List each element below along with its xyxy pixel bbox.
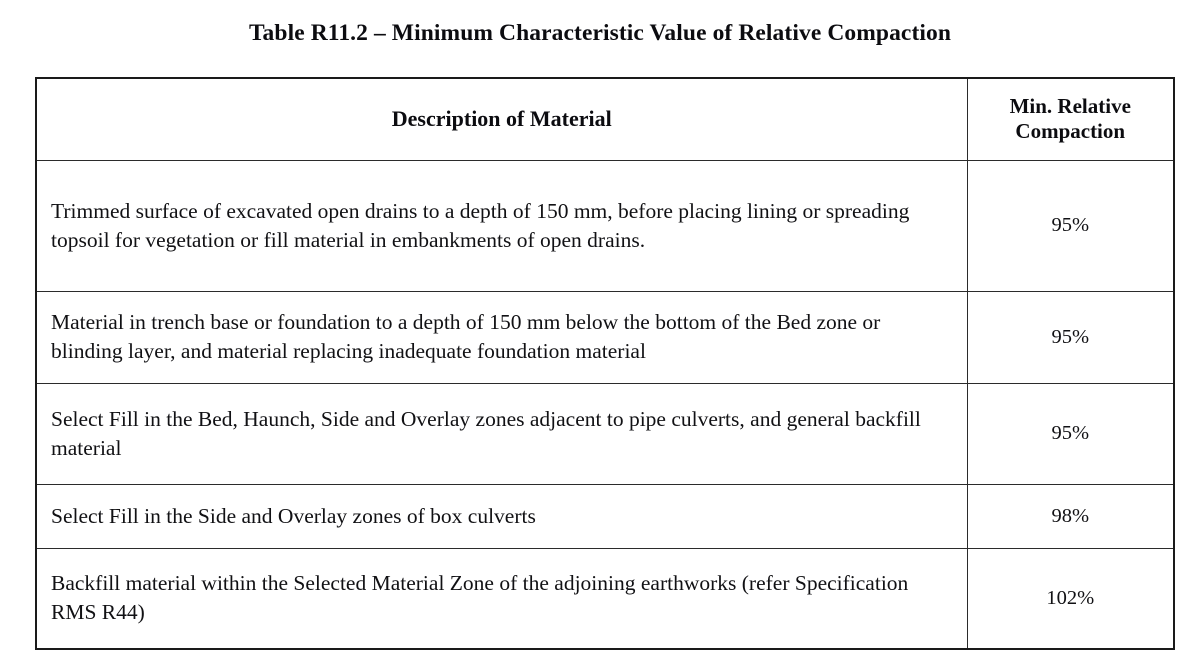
cell-description: Select Fill in the Bed, Haunch, Side and… <box>35 382 968 485</box>
column-header-min-relative-compaction: Min. Relative Compaction <box>966 77 1175 161</box>
cell-compaction-value: 95% <box>966 382 1175 485</box>
cell-description: Select Fill in the Side and Overlay zone… <box>35 483 968 549</box>
column-header-description: Description of Material <box>35 77 968 161</box>
cell-description: Material in trench base or foundation to… <box>35 290 968 384</box>
compaction-table-container: Description of Material Min. Relative Co… <box>35 77 1175 650</box>
table-header: Description of Material Min. Relative Co… <box>35 77 1175 161</box>
page-title: Table R11.2 – Minimum Characteristic Val… <box>248 20 952 46</box>
cell-compaction-value: 95% <box>966 290 1175 384</box>
table-row: Select Fill in the Side and Overlay zone… <box>35 483 1175 549</box>
table-body: Trimmed surface of excavated open drains… <box>35 159 1175 649</box>
cell-compaction-value: 98% <box>966 483 1175 549</box>
table-row: Trimmed surface of excavated open drains… <box>35 159 1175 292</box>
table-row: Backfill material within the Selected Ma… <box>35 547 1175 649</box>
cell-description: Backfill material within the Selected Ma… <box>35 547 968 649</box>
table-header-row: Description of Material Min. Relative Co… <box>35 77 1175 161</box>
table-row: Select Fill in the Bed, Haunch, Side and… <box>35 382 1175 485</box>
document-page: Table R11.2 – Minimum Characteristic Val… <box>35 20 1175 650</box>
compaction-table: Description of Material Min. Relative Co… <box>35 77 1175 650</box>
cell-compaction-value: 102% <box>966 547 1175 649</box>
table-row: Material in trench base or foundation to… <box>35 290 1175 384</box>
cell-description: Trimmed surface of excavated open drains… <box>35 159 968 292</box>
cell-compaction-value: 95% <box>966 159 1175 292</box>
